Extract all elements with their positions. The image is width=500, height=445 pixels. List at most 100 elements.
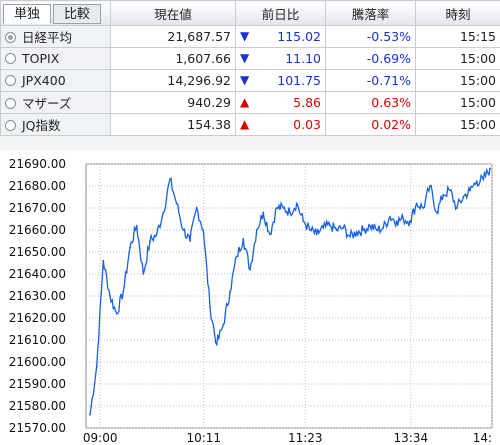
price-point [329,224,331,227]
price-point [482,178,485,181]
y-tick-label: 21690.00 [9,157,66,171]
price-point [402,218,405,220]
radio-button[interactable] [5,53,16,64]
price-point [449,189,451,192]
index-name: 日経平均 [22,30,73,45]
y-tick-label: 21610.00 [9,333,66,347]
price-point [302,220,305,223]
y-tick-label: 21680.00 [9,179,66,193]
price-point [135,224,138,227]
column-header-current: 現在値 [110,0,236,26]
intraday-chart: 21690.00 21680.00 21670.00 21660.00 21650.00… [0,150,500,445]
quote-time: 15:00 [415,69,500,92]
price-point [122,290,125,293]
y-tick-label: 21570.00 [9,421,66,435]
price-point [222,323,225,326]
radio-button[interactable] [5,98,16,109]
index-row[interactable]: TOPIX 1,607.66 ▼ 11.10 -0.69% 15:00 [0,47,500,70]
quote-time: 15:15 [415,25,500,48]
current-price: 21,687.57 [110,25,236,48]
table-header-row: 単独 比較 現在値 前日比 騰落率 時刻 [0,0,500,26]
price-point [109,295,111,297]
up-triangle-icon: ▲ [240,117,250,131]
index-row[interactable]: 日経平均 21,687.57 ▼ 115.02 -0.53% 15:15 [0,25,500,48]
x-tick-label: 10:11 [186,431,221,445]
price-point [229,290,231,293]
price-point [349,235,351,238]
index-row[interactable]: マザーズ 940.29 ▲ 5.86 0.63% 15:00 [0,91,500,114]
index-name-cell[interactable]: JPX400 [0,69,111,92]
price-point [415,202,418,205]
change-percent: -0.53% [325,25,416,48]
price-point [315,233,318,236]
price-point [249,268,251,271]
quote-time: 15:00 [415,113,500,136]
price-point [395,220,398,223]
price-point [435,211,438,214]
price-point [95,365,98,368]
change-cell: ▲ 0.03 [235,113,326,136]
index-name-cell[interactable]: 日経平均 [0,25,111,48]
change-value: 5.86 [293,95,321,110]
y-tick-label: 21660.00 [9,223,66,237]
index-name-cell[interactable]: マザーズ [0,91,111,114]
index-name-cell[interactable]: JQ指数 [0,113,111,136]
current-price: 940.29 [110,91,236,114]
radio-button[interactable] [5,32,16,43]
tab-single[interactable]: 単独 [3,3,51,24]
y-tick-label: 21650.00 [9,245,66,259]
price-point [442,193,445,196]
tab-compare[interactable]: 比較 [53,3,101,24]
price-point [309,229,311,231]
change-cell: ▼ 115.02 [235,25,326,48]
price-point [322,226,325,229]
current-price: 1,607.66 [110,47,236,70]
index-name-cell[interactable]: TOPIX [0,47,111,70]
index-row[interactable]: JPX400 14,296.92 ▼ 101.75 -0.71% 15:00 [0,69,500,92]
x-tick-label: 13:34 [394,431,429,445]
price-point [389,215,391,218]
change-cell: ▲ 5.86 [235,91,326,114]
index-row[interactable]: JQ指数 154.38 ▲ 0.03 0.02% 15:00 [0,113,500,136]
x-tick-label: 11:23 [288,431,323,445]
price-point [115,312,118,315]
change-value: 115.02 [277,29,321,44]
price-point [255,229,258,231]
change-value: 0.03 [293,117,321,132]
price-point [202,229,205,231]
up-triangle-icon: ▲ [240,95,250,109]
change-percent: -0.71% [325,69,416,92]
price-point [149,240,151,242]
change-percent: -0.69% [325,47,416,70]
down-triangle-icon: ▼ [240,29,250,43]
y-tick-label: 21670.00 [9,201,66,215]
price-point [282,207,285,209]
x-tick-label: 14: [473,431,492,445]
price-point [129,246,131,249]
price-point [362,229,365,231]
x-tick-label: 09:00 [83,431,118,445]
y-tick-label: 21630.00 [9,289,66,303]
price-point [335,229,338,231]
price-point [175,202,178,205]
price-point [189,240,191,242]
price-point [355,231,358,234]
current-price: 14,296.92 [110,69,236,92]
price-point [235,255,238,258]
y-tick-label: 21640.00 [9,267,66,281]
index-name: JPX400 [22,73,66,88]
y-tick-label: 21600.00 [9,355,66,369]
radio-button[interactable] [5,120,16,131]
price-point [489,167,491,170]
price-point [162,211,165,214]
price-point [409,220,411,223]
column-header-time: 時刻 [415,0,500,26]
price-point [369,224,371,227]
radio-button[interactable] [5,75,16,86]
y-tick-label: 21580.00 [9,399,66,413]
change-cell: ▼ 101.75 [235,69,326,92]
price-point [215,343,218,346]
price-point [209,306,211,308]
price-point [295,202,298,205]
